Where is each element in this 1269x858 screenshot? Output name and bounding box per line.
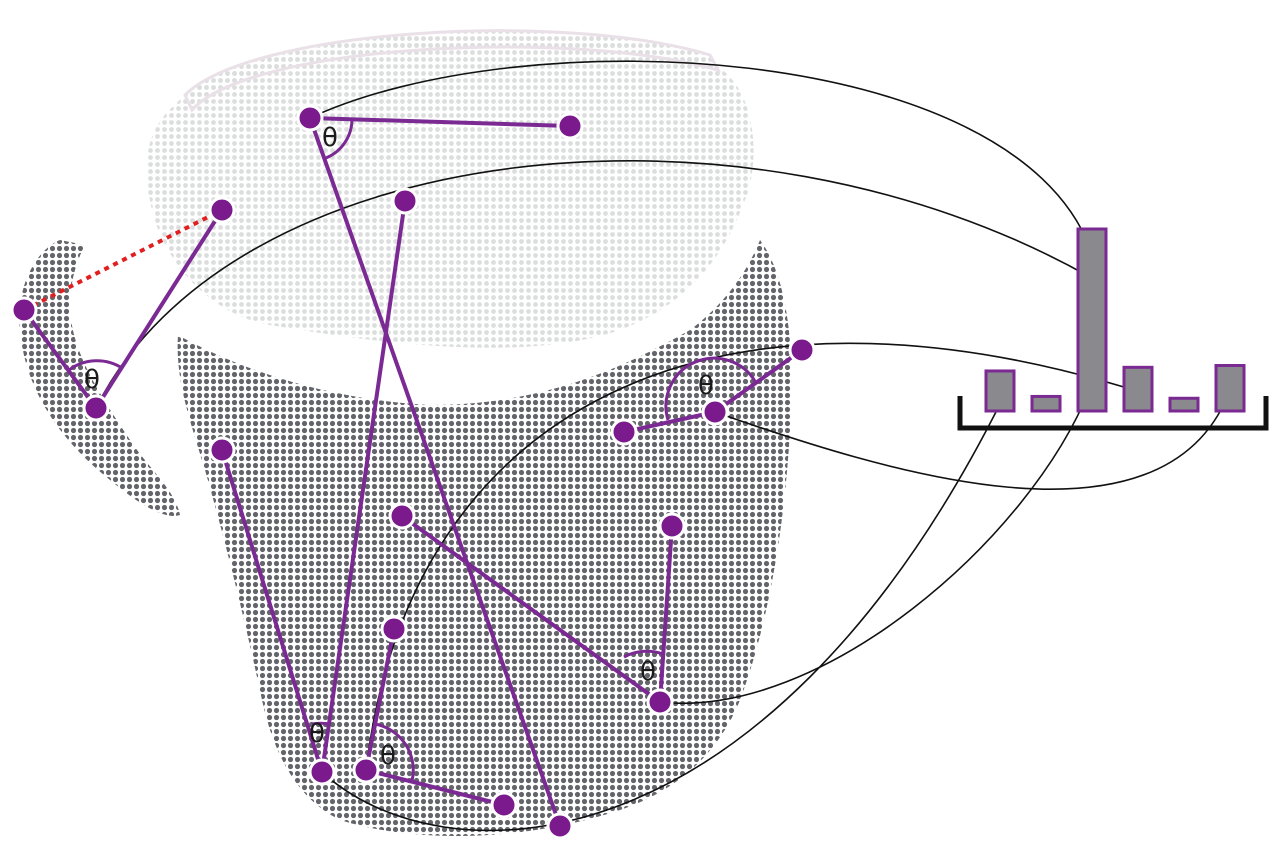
sample-point	[658, 512, 686, 540]
point-cloud-mug	[19, 29, 792, 837]
sample-point	[546, 812, 574, 840]
mug-handle-cloud	[19, 240, 180, 516]
angle-arc	[311, 721, 330, 726]
histogram-bar	[1122, 365, 1154, 413]
sample-point	[490, 791, 518, 819]
sample-point	[308, 758, 336, 786]
pair-segment	[308, 116, 562, 828]
pair-segment	[94, 208, 224, 410]
mug-rim-cloud	[183, 29, 721, 113]
histogram-axis	[957, 396, 1269, 431]
sample-point	[208, 196, 236, 224]
angle-arc	[325, 118, 354, 160]
angle-arc	[68, 359, 123, 372]
histogram-bar	[1076, 227, 1108, 413]
connector-curve	[714, 394, 1229, 491]
angle-label: θ	[698, 371, 714, 401]
pair-segment	[400, 514, 662, 704]
sample-point	[788, 336, 816, 364]
connector-curve	[659, 387, 1091, 705]
sample-point	[701, 398, 729, 426]
pair-segment	[22, 308, 98, 410]
connector-curve	[309, 60, 1091, 249]
connector-curves	[95, 60, 1229, 832]
sample-point	[391, 187, 419, 215]
pair-segment	[220, 448, 324, 774]
connector-curve	[321, 403, 1001, 832]
histogram-bar	[1030, 394, 1062, 413]
angle-label: θ	[640, 657, 656, 687]
sample-point	[296, 104, 324, 132]
connector-curve	[95, 160, 1091, 409]
sample-point	[352, 756, 380, 784]
sample-point	[556, 112, 584, 140]
pair-segment	[658, 524, 674, 704]
angle-label: θ	[309, 719, 325, 749]
sample-point	[82, 394, 110, 422]
dashed-distance-segment	[23, 208, 223, 312]
sample-point	[208, 436, 236, 464]
sample-point	[646, 688, 674, 716]
point-pair-segments	[22, 116, 804, 828]
histogram-bar	[984, 369, 1016, 413]
angle-labels: θ θ θ θ θ θ	[84, 123, 714, 771]
feature-histogram	[957, 227, 1269, 431]
angle-arc	[664, 356, 758, 421]
angle-arc	[374, 722, 415, 782]
pair-segment	[622, 410, 717, 434]
angle-arcs	[68, 118, 758, 782]
angle-label: θ	[322, 123, 338, 153]
sample-point	[610, 418, 638, 446]
pair-segment	[713, 348, 804, 414]
pair-segment	[364, 768, 506, 807]
angle-arc	[623, 649, 664, 659]
angle-label: θ	[84, 365, 100, 395]
angle-label: θ	[380, 741, 396, 771]
sample-point	[388, 502, 416, 530]
sample-point	[10, 296, 38, 324]
histogram-bar	[1214, 364, 1246, 413]
histogram-bar	[1168, 396, 1200, 413]
sample-points	[10, 104, 816, 840]
sample-point	[380, 615, 408, 643]
pair-segment	[320, 199, 407, 774]
pair-segment	[364, 627, 396, 772]
